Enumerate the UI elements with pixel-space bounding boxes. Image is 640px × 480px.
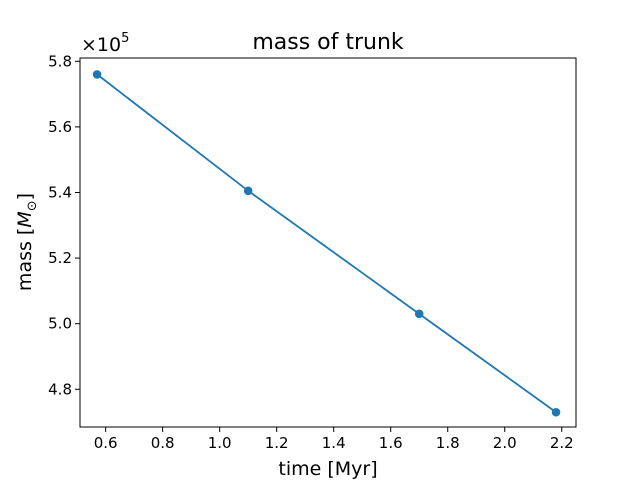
y-tick-label: 5.2: [48, 249, 72, 267]
x-tick-label: 1.2: [265, 434, 289, 452]
y-axis-label-symbol: M: [14, 211, 36, 227]
x-tick-label: 2.2: [550, 434, 574, 452]
y-offset-exponent: 5: [121, 31, 129, 46]
y-axis-label-close: ]: [14, 193, 36, 200]
x-tick-label: 0.6: [94, 434, 118, 452]
x-tick-label: 2.0: [493, 434, 517, 452]
data-point: [243, 186, 253, 196]
y-tick-label: 4.8: [48, 380, 72, 398]
x-tick-label: 1.6: [379, 434, 403, 452]
chart-title: mass of trunk: [252, 30, 404, 55]
x-tick-label: 1.4: [322, 434, 346, 452]
x-tick-label: 1.0: [208, 434, 232, 452]
data-point: [92, 70, 102, 79]
data-point: [551, 407, 561, 417]
plot-area: 0.6 0.8 1.0 1.2 1.4 1.6 1.8 2.0 2.2 4.8 5.0 5.2 5.4 5…: [48, 52, 577, 452]
data-point: [414, 309, 424, 319]
y-axis-label-subscript: ⊙: [25, 200, 40, 211]
y-offset-prefix: ×10: [81, 34, 121, 56]
x-tick-label: 0.8: [151, 434, 175, 452]
x-axis-label: time [Myr]: [278, 458, 377, 480]
y-axis-label: mass [M⊙]: [14, 193, 40, 291]
axes-frame: [79, 57, 577, 428]
y-tick-label: 5.6: [48, 118, 72, 136]
y-tick-label: 5.8: [48, 52, 72, 70]
y-axis-label-text: mass [: [14, 228, 36, 291]
y-tick-label: 5.4: [48, 183, 72, 201]
x-tick-label: 1.8: [436, 434, 460, 452]
y-offset-label: ×105: [81, 31, 129, 56]
y-tick-label: 5.0: [48, 315, 72, 333]
series-line: [96, 73, 557, 413]
